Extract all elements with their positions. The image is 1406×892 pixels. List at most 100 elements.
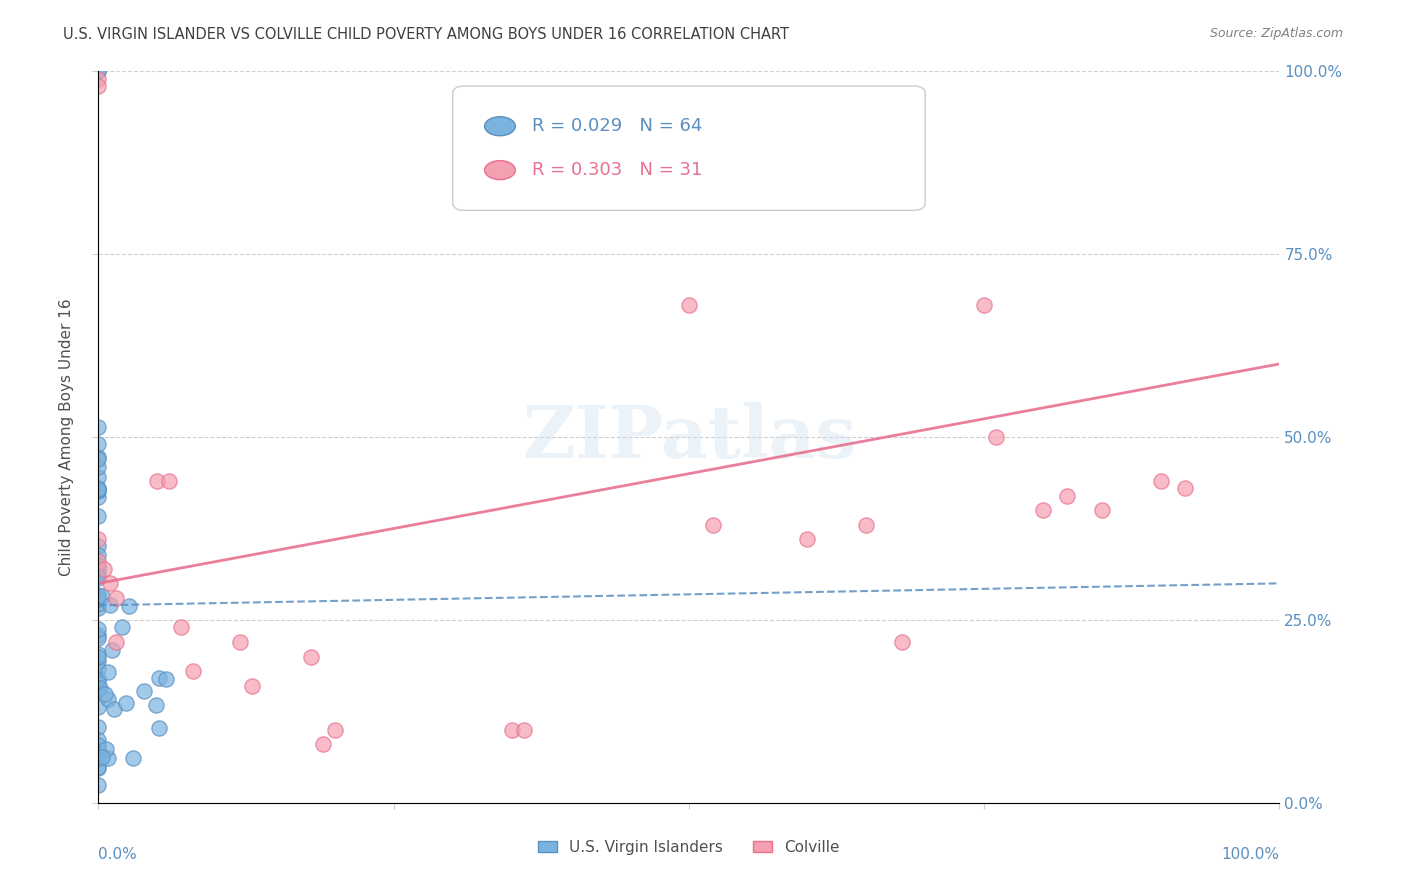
Point xyxy=(1174,481,1197,495)
Point xyxy=(87,672,110,686)
Legend: U.S. Virgin Islanders, Colville: U.S. Virgin Islanders, Colville xyxy=(533,834,845,861)
Point xyxy=(1150,474,1173,488)
Point xyxy=(155,672,177,686)
Point xyxy=(146,474,169,488)
Point xyxy=(87,700,110,714)
Point xyxy=(148,721,170,735)
Point xyxy=(87,533,110,547)
Text: U.S. VIRGIN ISLANDER VS COLVILLE CHILD POVERTY AMONG BOYS UNDER 16 CORRELATION C: U.S. VIRGIN ISLANDER VS COLVILLE CHILD P… xyxy=(63,27,789,42)
Point xyxy=(98,599,121,613)
Circle shape xyxy=(485,117,516,136)
Point xyxy=(229,635,252,649)
Point xyxy=(87,554,110,568)
Point xyxy=(87,720,110,734)
Text: R = 0.029   N = 64: R = 0.029 N = 64 xyxy=(531,117,702,136)
Point xyxy=(87,681,110,696)
Point xyxy=(93,562,115,576)
Point xyxy=(87,71,110,86)
Point xyxy=(87,761,110,775)
Point xyxy=(118,599,141,613)
Point xyxy=(87,568,110,582)
Point xyxy=(87,760,110,774)
Point xyxy=(145,698,167,713)
Point xyxy=(87,558,110,572)
Point xyxy=(97,665,120,679)
FancyBboxPatch shape xyxy=(453,86,925,211)
Point xyxy=(103,701,125,715)
Point xyxy=(87,484,110,499)
Point xyxy=(87,739,110,753)
Point xyxy=(98,576,121,591)
Point xyxy=(87,654,110,668)
Point xyxy=(181,664,204,678)
Point xyxy=(240,679,263,693)
Point xyxy=(87,631,110,645)
Text: ZIPatlas: ZIPatlas xyxy=(522,401,856,473)
Point xyxy=(89,681,111,695)
Point xyxy=(87,622,110,636)
Point xyxy=(512,723,534,737)
Point xyxy=(87,571,110,585)
Point xyxy=(94,687,117,701)
Point xyxy=(157,474,180,488)
Text: 100.0%: 100.0% xyxy=(1222,847,1279,862)
Point xyxy=(170,620,193,634)
Point xyxy=(501,723,523,737)
Point xyxy=(87,450,110,465)
Point xyxy=(87,590,110,604)
Point xyxy=(87,598,110,612)
Point xyxy=(87,64,110,78)
Point xyxy=(87,483,110,498)
Point xyxy=(87,778,110,792)
Point xyxy=(1032,503,1054,517)
Point xyxy=(87,459,110,474)
Point xyxy=(87,561,110,575)
Point xyxy=(323,723,346,737)
Point xyxy=(101,643,124,657)
Point xyxy=(855,517,877,532)
Text: R = 0.303   N = 31: R = 0.303 N = 31 xyxy=(531,161,702,179)
Point xyxy=(121,751,143,765)
Point xyxy=(678,298,700,312)
Point xyxy=(97,750,120,764)
Point xyxy=(91,590,114,604)
Point xyxy=(105,591,128,605)
Point xyxy=(87,649,110,664)
Point xyxy=(299,649,322,664)
Point xyxy=(87,600,110,615)
Point xyxy=(87,420,110,434)
Point xyxy=(87,508,110,523)
Point xyxy=(973,298,995,312)
Point xyxy=(1056,489,1078,503)
Point xyxy=(87,490,110,504)
Point xyxy=(87,78,110,93)
Point xyxy=(87,733,110,747)
Point xyxy=(87,662,110,676)
Point xyxy=(87,549,110,563)
Point xyxy=(87,481,110,495)
Text: 0.0%: 0.0% xyxy=(98,847,138,862)
Point xyxy=(87,588,110,602)
Point xyxy=(87,436,110,450)
Point xyxy=(87,683,110,698)
Point xyxy=(87,752,110,766)
Point xyxy=(312,737,335,751)
Point xyxy=(702,517,724,532)
Point xyxy=(87,674,110,689)
Text: Source: ZipAtlas.com: Source: ZipAtlas.com xyxy=(1209,27,1343,40)
Point xyxy=(96,741,118,756)
Point xyxy=(97,692,120,706)
Point xyxy=(87,647,110,661)
Point xyxy=(87,540,110,554)
Point xyxy=(1091,503,1114,517)
Point xyxy=(87,592,110,607)
Point xyxy=(87,741,110,756)
Y-axis label: Child Poverty Among Boys Under 16: Child Poverty Among Boys Under 16 xyxy=(59,298,75,576)
Point xyxy=(87,567,110,582)
Point xyxy=(105,635,128,649)
Point xyxy=(87,64,110,78)
Circle shape xyxy=(485,161,516,179)
Point xyxy=(890,635,912,649)
Point xyxy=(984,430,1007,444)
Point xyxy=(87,470,110,484)
